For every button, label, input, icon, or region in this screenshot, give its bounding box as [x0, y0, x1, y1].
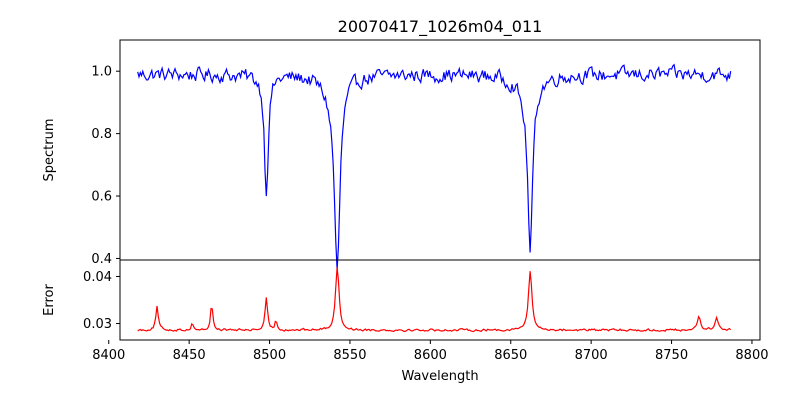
spectrum-y-tick-label: 1.0 [91, 65, 112, 80]
x-tick-label: 8550 [333, 348, 366, 363]
x-axis-label: Wavelength [401, 369, 478, 384]
spectrum-y-tick-label: 0.4 [91, 252, 112, 267]
chart-title: 20070417_1026m04_011 [338, 17, 543, 37]
x-tick-label: 8700 [575, 348, 608, 363]
spectrum-y-axis-label: Spectrum [42, 119, 57, 182]
x-axis-ticks: 8400 8450 8500 8550 8600 8650 8700 8750 8800 [92, 340, 769, 363]
error-y-tick-label: 0.03 [83, 317, 112, 332]
spectrum-y-tick-label: 0.6 [91, 190, 112, 205]
error-plot-frame [119, 259, 761, 341]
spectrum-y-ticks: 0.4 0.6 0.8 1.0 [91, 65, 120, 267]
x-tick-label: 8450 [173, 348, 206, 363]
spectrum-y-tick-label: 0.8 [91, 127, 112, 142]
x-tick-label: 8750 [655, 348, 688, 363]
error-y-ticks: 0.03 0.04 [83, 270, 120, 332]
x-tick-label: 8650 [494, 348, 527, 363]
x-tick-label: 8400 [92, 348, 125, 363]
x-tick-label: 8600 [414, 348, 447, 363]
error-y-tick-label: 0.04 [83, 270, 112, 285]
spectrum-series-line [137, 63, 732, 270]
x-tick-label: 8500 [253, 348, 286, 363]
error-series-line [137, 267, 732, 333]
error-panel: 0.03 0.04 Error [42, 259, 761, 341]
error-y-axis-label: Error [42, 284, 57, 316]
x-tick-label: 8800 [735, 348, 768, 363]
